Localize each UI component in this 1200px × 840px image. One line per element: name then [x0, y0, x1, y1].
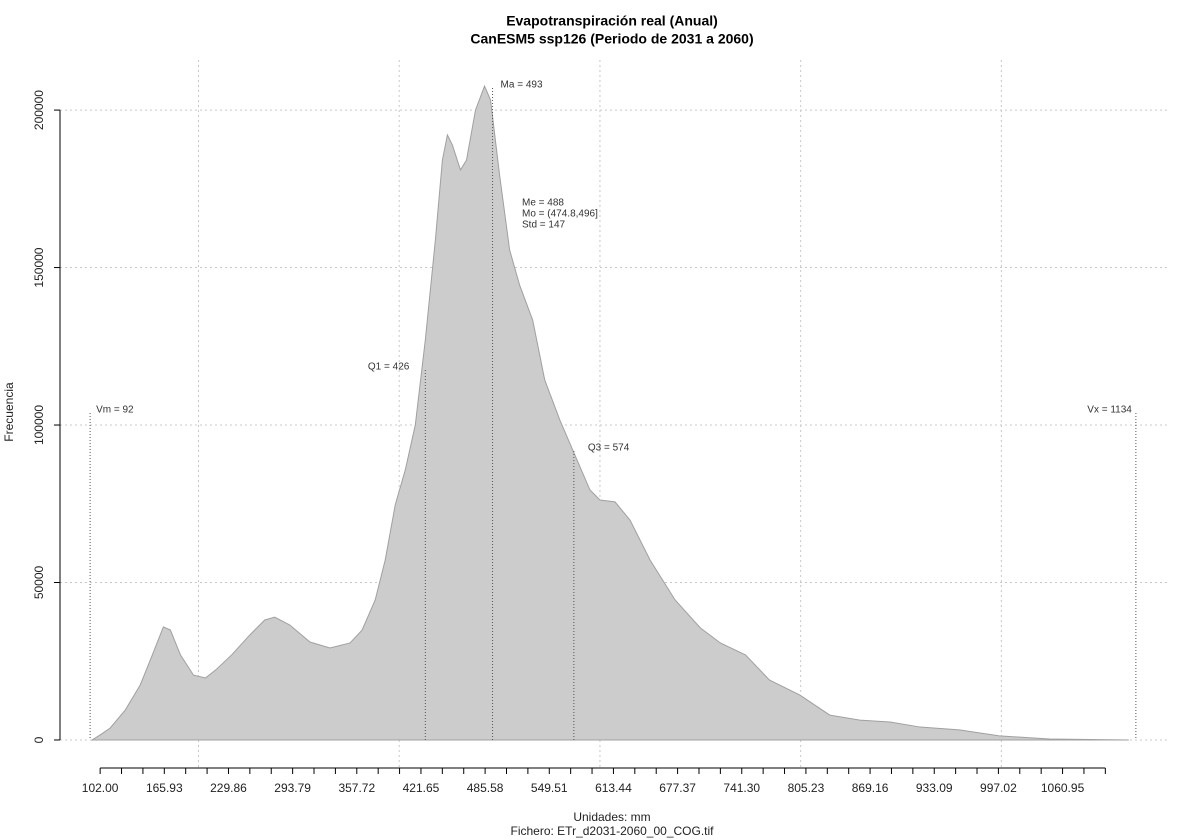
x-tick-label: 102.00	[82, 781, 119, 795]
y-tick-label: 0	[32, 736, 46, 743]
y-tick-label: 50000	[32, 565, 46, 599]
y-tick-label: 150000	[32, 247, 46, 287]
marker-label: Q1 = 426	[368, 362, 410, 373]
y-tick-label: 100000	[32, 405, 46, 445]
x-tick-label: 805.23	[788, 781, 825, 795]
marker-label: Q3 = 574	[588, 443, 630, 454]
x-axis-label: Unidades: mm	[573, 810, 650, 824]
chart-subtitle: CanESM5 ssp126 (Periodo de 2031 a 2060)	[470, 31, 753, 47]
marker-label: Vx = 1134	[1087, 405, 1132, 416]
x-tick-label: 549.51	[531, 781, 568, 795]
y-axis-label: Frecuencia	[2, 382, 16, 442]
x-tick-label: 485.58	[467, 781, 504, 795]
chart-title: Evapotranspiración real (Anual)	[506, 13, 718, 29]
x-tick-label: 229.86	[210, 781, 247, 795]
x-tick-label: 741.30	[723, 781, 760, 795]
x-tick-label: 613.44	[595, 781, 632, 795]
x-tick-label: 357.72	[338, 781, 375, 795]
density-area	[90, 84, 1129, 741]
marker-label: Vm = 92	[96, 405, 134, 416]
stat-label: Me = 488	[522, 198, 564, 209]
y-tick-label: 200000	[32, 90, 46, 130]
x-tick-label: 677.37	[659, 781, 696, 795]
footer: Fichero: ETr_d2031-2060_00_COG.tif	[511, 824, 715, 838]
x-tick-label: 997.02	[980, 781, 1017, 795]
marker-label: Ma = 493	[501, 80, 543, 91]
x-tick-label: 421.65	[403, 781, 440, 795]
stat-label: Mo = (474.8,496]	[522, 209, 598, 220]
stat-label: Std = 147	[522, 220, 566, 231]
x-tick-label: 165.93	[146, 781, 183, 795]
x-tick-label: 1060.95	[1041, 781, 1085, 795]
x-tick-label: 293.79	[274, 781, 311, 795]
x-tick-label: 933.09	[916, 781, 953, 795]
x-tick-label: 869.16	[852, 781, 889, 795]
